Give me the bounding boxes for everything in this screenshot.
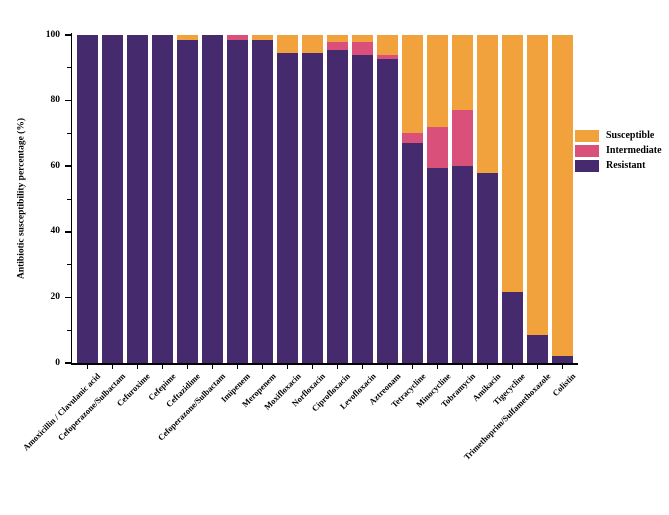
bar-segment-intermediate	[401, 133, 423, 144]
legend-swatch-intermediate	[575, 145, 599, 157]
y-axis-line	[70, 33, 72, 365]
bar-segment-resistant	[501, 292, 523, 363]
bar-segment-susceptible	[276, 35, 298, 54]
y-minor-tick	[67, 198, 71, 200]
x-tick	[411, 364, 413, 369]
x-tick	[336, 364, 338, 369]
bar-segment-susceptible	[326, 35, 348, 43]
x-tick	[361, 364, 363, 369]
bar-segment-intermediate	[326, 42, 348, 50]
bar-segment-resistant	[426, 167, 448, 363]
bar-segment-resistant	[76, 35, 98, 363]
bar-segment-susceptible	[176, 35, 198, 40]
bar-segment-resistant	[476, 172, 498, 363]
legend-swatch-susceptible	[575, 130, 599, 142]
bar-segment-resistant	[551, 356, 573, 363]
x-tick	[561, 364, 563, 369]
y-minor-tick	[67, 132, 71, 134]
x-tick	[461, 364, 463, 369]
bar-segment-resistant	[176, 39, 198, 363]
bar-segment-susceptible	[501, 35, 523, 293]
bar-segment-intermediate	[226, 35, 248, 40]
bar-segment-resistant	[351, 55, 373, 363]
bar-segment-susceptible	[401, 35, 423, 134]
y-major-tick	[64, 99, 71, 102]
y-minor-tick	[67, 264, 71, 266]
y-major-tick	[64, 296, 71, 299]
bar-segment-susceptible	[251, 35, 273, 40]
x-tick	[236, 364, 238, 369]
x-tick	[261, 364, 263, 369]
x-tick	[486, 364, 488, 369]
bar-segment-intermediate	[351, 41, 373, 56]
x-tick	[436, 364, 438, 369]
legend-label-resistant: Resistant	[606, 160, 646, 171]
bar-segment-susceptible	[351, 35, 373, 42]
bar-segment-susceptible	[551, 35, 573, 357]
bar-segment-susceptible	[451, 35, 473, 111]
legend-label-intermediate: Intermediate	[606, 145, 662, 156]
x-tick	[286, 364, 288, 369]
bar-segment-resistant	[101, 35, 123, 363]
bar-segment-intermediate	[426, 126, 448, 168]
bar-segment-susceptible	[526, 35, 548, 336]
x-tick	[511, 364, 513, 369]
bar-segment-resistant	[376, 58, 398, 363]
bar-segment-resistant	[326, 49, 348, 363]
y-major-tick	[64, 165, 71, 167]
y-major-tick	[64, 231, 71, 233]
bar-segment-resistant	[276, 53, 298, 363]
bar-segment-resistant	[151, 35, 173, 363]
x-tick	[161, 364, 163, 369]
bar-segment-resistant	[401, 143, 423, 363]
x-tick	[86, 364, 88, 369]
y-tick-label: 100	[45, 29, 60, 40]
y-tick-label: 20	[50, 291, 61, 302]
y-tick-label: 0	[55, 357, 60, 368]
bar-segment-susceptible	[301, 35, 323, 54]
legend-swatch-resistant	[575, 160, 599, 172]
x-tick	[386, 364, 388, 369]
bar-segment-resistant	[226, 39, 248, 363]
x-tick	[211, 364, 213, 369]
bar-segment-resistant	[201, 35, 223, 363]
x-tick	[111, 364, 113, 369]
x-tick	[536, 364, 538, 369]
bar-segment-resistant	[451, 166, 473, 363]
bar-segment-resistant	[126, 35, 148, 363]
y-tick-label: 60	[50, 160, 61, 171]
bar-segment-intermediate	[376, 54, 398, 59]
x-tick	[136, 364, 138, 369]
x-tick	[311, 364, 313, 369]
y-axis-title: Antibiotic susceptibility percentage (%)	[16, 117, 27, 280]
x-tick	[186, 364, 188, 369]
bar-segment-susceptible	[476, 35, 498, 173]
bar-segment-resistant	[526, 335, 548, 363]
y-major-tick	[64, 362, 71, 364]
bar-segment-resistant	[301, 53, 323, 363]
bar-segment-susceptible	[426, 35, 448, 127]
y-tick-label: 80	[50, 95, 61, 106]
legend-label-susceptible: Susceptible	[606, 130, 655, 141]
x-axis-line	[70, 363, 578, 365]
y-minor-tick	[67, 329, 71, 331]
y-tick-label: 40	[50, 226, 61, 237]
x-category-label: Colistin	[550, 371, 578, 399]
y-major-tick	[64, 34, 71, 36]
bar-segment-resistant	[251, 39, 273, 363]
y-minor-tick	[67, 67, 71, 69]
bar-segment-intermediate	[451, 110, 473, 167]
bar-segment-susceptible	[376, 35, 398, 55]
